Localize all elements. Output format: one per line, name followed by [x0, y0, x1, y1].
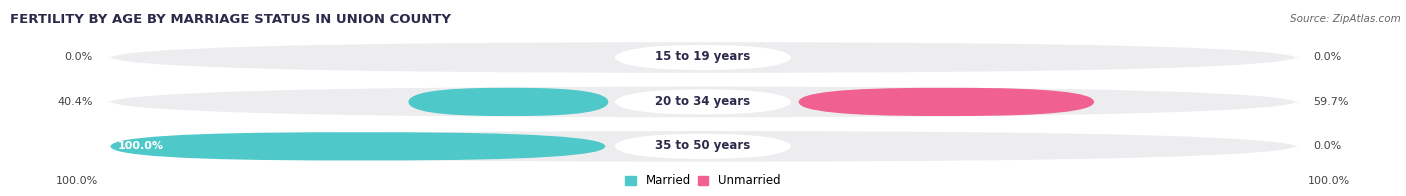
- Text: FERTILITY BY AGE BY MARRIAGE STATUS IN UNION COUNTY: FERTILITY BY AGE BY MARRIAGE STATUS IN U…: [10, 13, 451, 26]
- Text: 0.0%: 0.0%: [1313, 53, 1341, 63]
- FancyBboxPatch shape: [108, 87, 1298, 117]
- FancyBboxPatch shape: [614, 45, 792, 70]
- FancyBboxPatch shape: [799, 88, 1094, 116]
- Text: 100.0%: 100.0%: [56, 176, 98, 186]
- Text: 20 to 34 years: 20 to 34 years: [655, 95, 751, 108]
- FancyBboxPatch shape: [111, 132, 606, 161]
- Text: 59.7%: 59.7%: [1313, 97, 1348, 107]
- Legend: Married, Unmarried: Married, Unmarried: [620, 170, 786, 192]
- Text: 15 to 19 years: 15 to 19 years: [655, 50, 751, 64]
- FancyBboxPatch shape: [614, 89, 792, 114]
- Text: 40.4%: 40.4%: [58, 97, 93, 107]
- Text: 0.0%: 0.0%: [65, 53, 93, 63]
- Text: 0.0%: 0.0%: [1313, 141, 1341, 151]
- FancyBboxPatch shape: [614, 134, 792, 159]
- Text: Source: ZipAtlas.com: Source: ZipAtlas.com: [1291, 14, 1400, 24]
- FancyBboxPatch shape: [108, 42, 1298, 73]
- Text: 100.0%: 100.0%: [1308, 176, 1350, 186]
- FancyBboxPatch shape: [108, 131, 1298, 162]
- Text: 35 to 50 years: 35 to 50 years: [655, 139, 751, 152]
- FancyBboxPatch shape: [408, 88, 609, 116]
- Text: 100.0%: 100.0%: [118, 141, 165, 151]
